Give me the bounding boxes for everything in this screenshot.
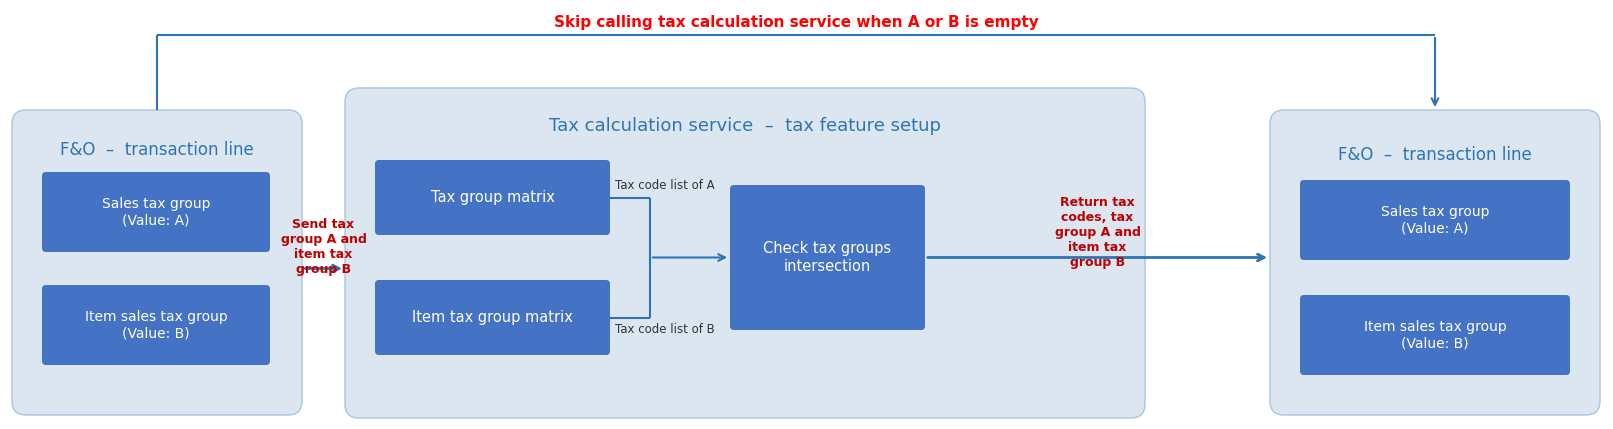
FancyBboxPatch shape [11, 110, 302, 415]
Text: Return tax
codes, tax
group A and
item tax
group B: Return tax codes, tax group A and item t… [1055, 196, 1140, 269]
Text: F&O  –  transaction line: F&O – transaction line [1339, 146, 1532, 164]
FancyBboxPatch shape [374, 160, 610, 235]
FancyBboxPatch shape [345, 88, 1145, 418]
FancyBboxPatch shape [731, 185, 924, 330]
Text: Sales tax group
(Value: A): Sales tax group (Value: A) [102, 197, 210, 227]
Text: Tax group matrix: Tax group matrix [431, 190, 555, 205]
Text: Check tax groups
intersection: Check tax groups intersection [763, 241, 892, 274]
Text: Skip calling tax calculation service when A or B is empty: Skip calling tax calculation service whe… [553, 15, 1039, 30]
FancyBboxPatch shape [1269, 110, 1600, 415]
Text: Tax code list of A: Tax code list of A [615, 179, 715, 192]
Text: Tax calculation service  –  tax feature setup: Tax calculation service – tax feature se… [548, 117, 940, 135]
Text: Sales tax group
(Value: A): Sales tax group (Value: A) [1381, 205, 1489, 235]
FancyBboxPatch shape [1300, 180, 1569, 260]
Text: Item sales tax group
(Value: B): Item sales tax group (Value: B) [84, 310, 227, 340]
FancyBboxPatch shape [1300, 295, 1569, 375]
Text: Item tax group matrix: Item tax group matrix [411, 310, 573, 325]
Text: Tax code list of B: Tax code list of B [615, 323, 715, 336]
FancyBboxPatch shape [42, 285, 269, 365]
Text: Send tax
group A and
item tax
group B: Send tax group A and item tax group B [281, 218, 366, 275]
Text: F&O  –  transaction line: F&O – transaction line [60, 141, 253, 159]
Text: Item sales tax group
(Value: B): Item sales tax group (Value: B) [1363, 320, 1507, 350]
FancyBboxPatch shape [374, 280, 610, 355]
FancyBboxPatch shape [42, 172, 269, 252]
